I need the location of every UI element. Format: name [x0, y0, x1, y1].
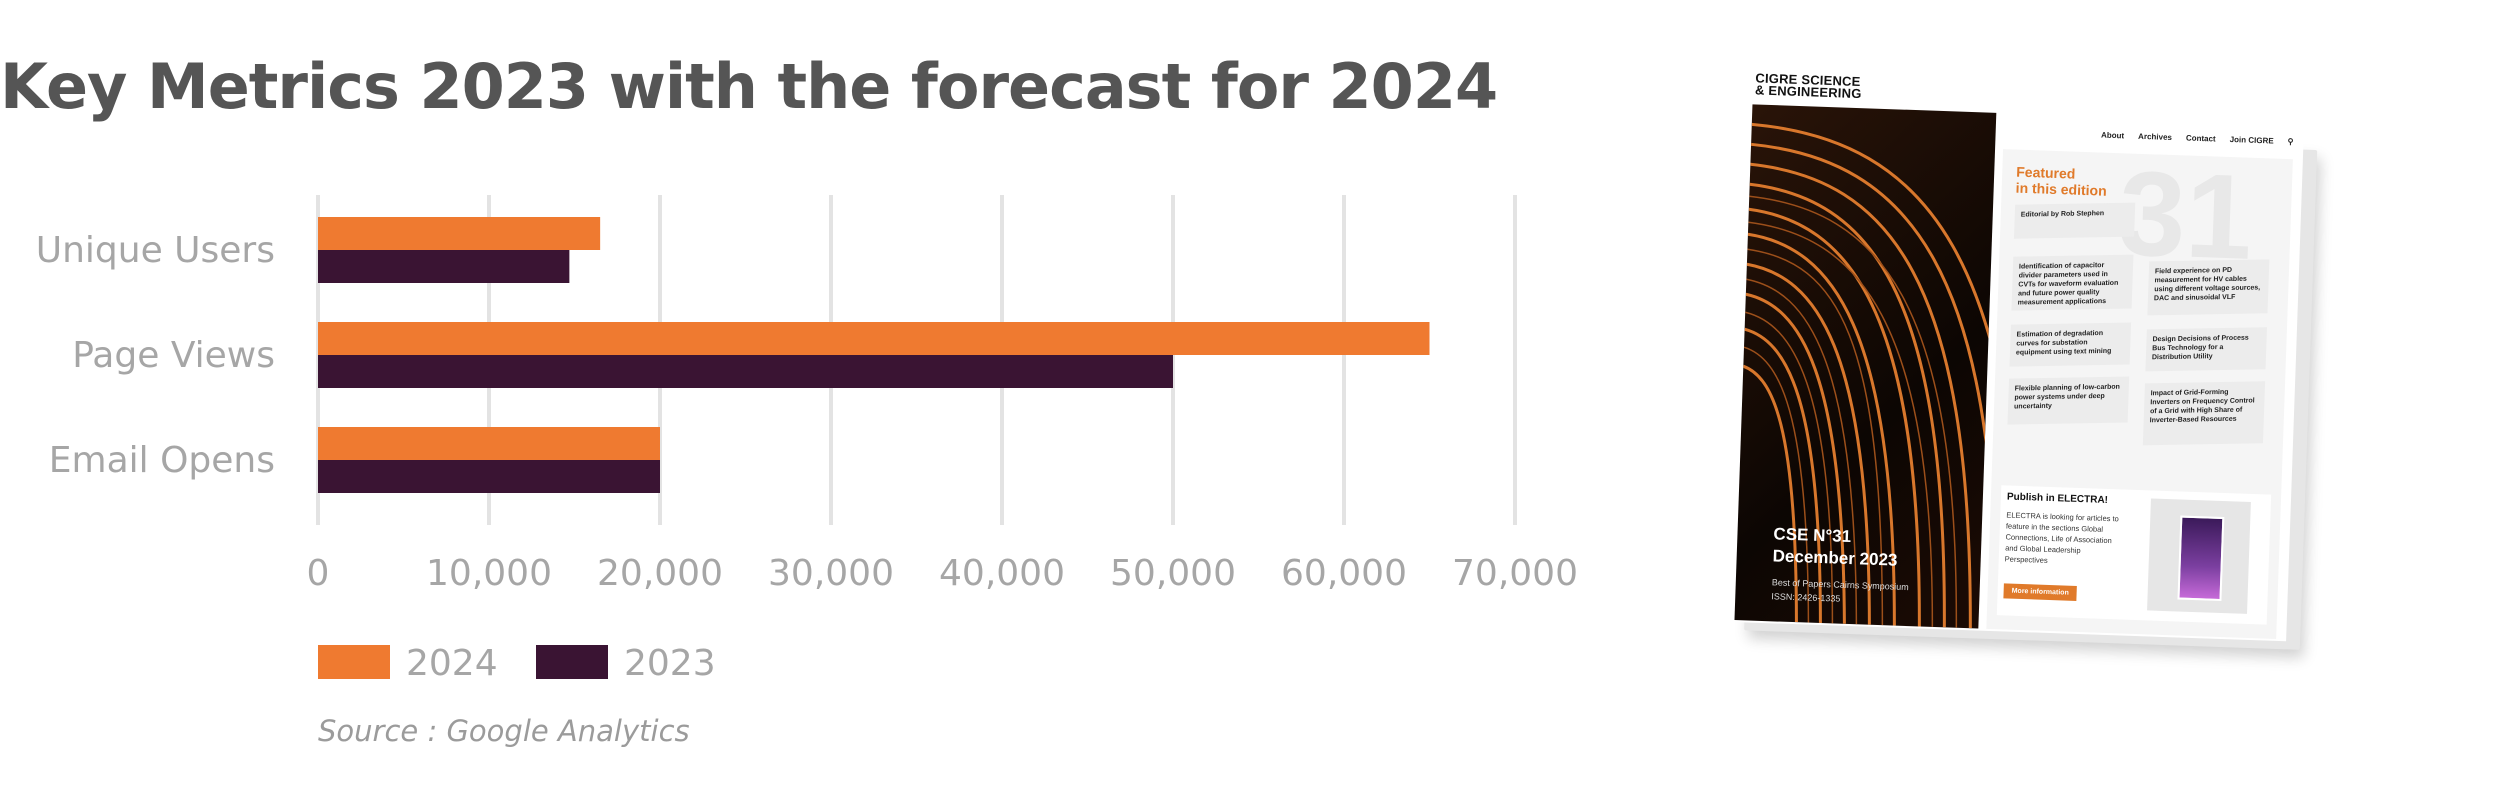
article-tile: Impact of Grid-Forming Inverters on Freq…: [2142, 381, 2266, 446]
legend-label: 2023: [624, 643, 716, 684]
chart-title: Key Metrics 2023 with the forecast for 2…: [0, 50, 1498, 123]
bar-2024: [318, 427, 660, 460]
category-label: Page Views: [72, 335, 275, 376]
magazine-cover: CSE N°31 December 2023 Best of Papers Ca…: [1734, 104, 1997, 629]
legend-swatch-2024: [318, 645, 390, 679]
x-tick-label: 10,000: [426, 553, 552, 594]
x-tick-label: 70,000: [1452, 553, 1578, 594]
electra-thumbnail: [2147, 498, 2251, 614]
search-icon: ⚲: [2287, 137, 2294, 147]
publish-text: ELECTRA is looking for articles to featu…: [2004, 510, 2119, 565]
publish-title: Publish in ELECTRA!: [2006, 491, 2109, 506]
magazine-nav-item: About: [2100, 130, 2125, 141]
magazine-nav: About Archives Contact Join CIGRE ⚲: [2101, 131, 2294, 147]
editorial-tile: Editorial by Rob Stephen: [2013, 202, 2136, 239]
featured-heading: Featured in this edition: [2015, 164, 2107, 199]
featured-heading-line2: in this edition: [2015, 179, 2107, 199]
chart-source: Source : Google Analytics: [318, 714, 690, 748]
x-tick-label: 60,000: [1281, 553, 1407, 594]
bar-2023: [318, 460, 660, 493]
magazine-nav-item: Archives: [2137, 131, 2173, 142]
cover-issue: CSE N°31 December 2023: [1772, 523, 1898, 571]
bar-2023: [318, 250, 570, 283]
category-label: Unique Users: [36, 230, 275, 271]
publish-box: Publish in ELECTRA! ELECTRA is looking f…: [1996, 485, 2272, 625]
bar-2024: [318, 217, 601, 250]
x-tick-label: 20,000: [597, 553, 723, 594]
electra-cover-image: [2177, 515, 2225, 602]
more-information-button[interactable]: More information: [2003, 583, 2078, 601]
magazine-nav-item: Join CIGRE: [2229, 135, 2274, 146]
magazine-thumbnail: CIGRE SCIENCE & ENGINEERING About Archiv…: [1730, 62, 2319, 650]
cover-subtitle: Best of Papers Cairns Symposium ISSN: 24…: [1771, 575, 1909, 608]
x-tick-label: 30,000: [768, 553, 894, 594]
magazine-nav-item: Contact: [2185, 133, 2216, 144]
legend-label: 2024: [406, 643, 498, 684]
category-label: Email Opens: [49, 440, 275, 481]
article-tile: Design Decisions of Process Bus Technolo…: [2145, 327, 2268, 372]
cover-issue-date: December 2023: [1772, 546, 1898, 570]
magazine-featured-panel: 31 Featured in this edition Editorial by…: [1986, 146, 2293, 639]
x-tick-label: 40,000: [939, 553, 1065, 594]
bar-2024: [318, 322, 1430, 355]
article-tile: Flexible planning of low-carbon power sy…: [2007, 376, 2130, 425]
x-tick-label: 0: [307, 553, 330, 594]
bar-2023: [318, 355, 1173, 388]
article-tile: Field experience on PD measurement for H…: [2147, 259, 2270, 316]
legend-swatch-2023: [536, 645, 608, 679]
x-tick-label: 50,000: [1110, 553, 1236, 594]
article-tile: Estimation of degradation curves for sub…: [2009, 322, 2132, 367]
magazine-page: CIGRE SCIENCE & ENGINEERING About Archiv…: [1730, 62, 2306, 642]
bar-chart: 0 10,000 20,000 30,000 40,000 50,000 60,000 70,…: [36, 195, 1578, 684]
magazine-logo: CIGRE SCIENCE & ENGINEERING: [1754, 70, 1862, 102]
magazine-logo-line2: & ENGINEERING: [1754, 82, 1862, 102]
article-tile: Identification of capacitor divider para…: [2011, 254, 2134, 311]
